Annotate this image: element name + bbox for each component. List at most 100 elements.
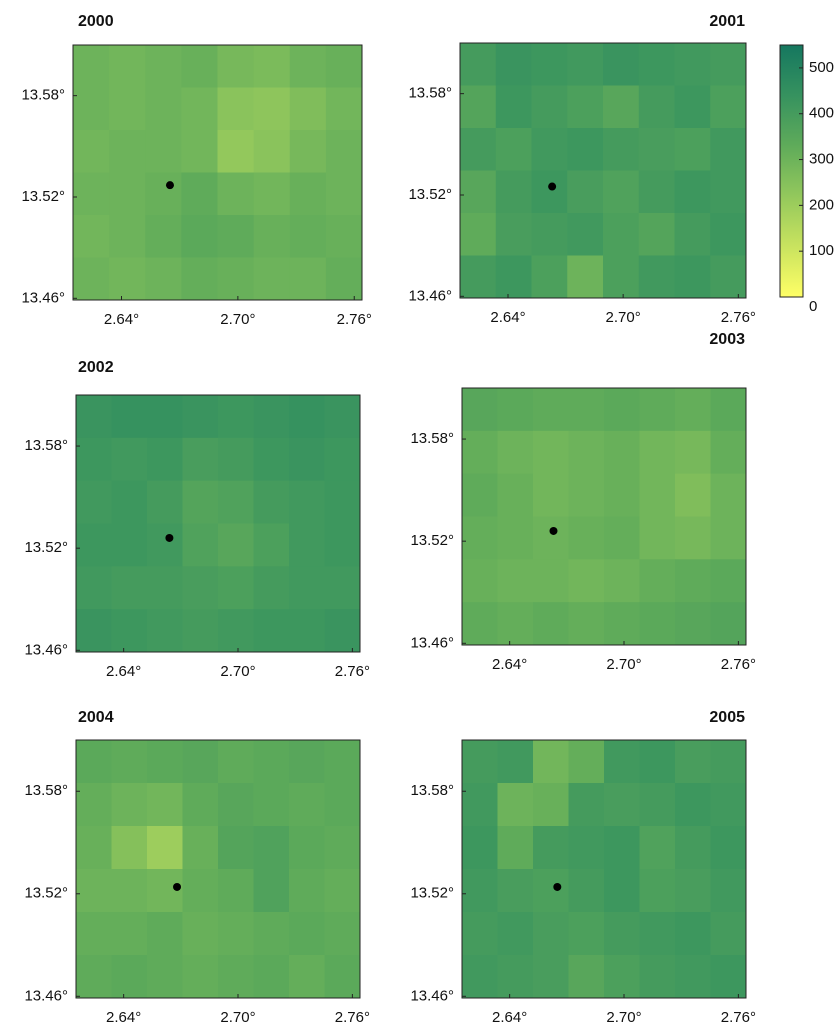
heat-cell bbox=[111, 955, 148, 999]
heat-cell bbox=[531, 213, 568, 256]
heat-cell bbox=[639, 559, 676, 603]
heat-cell bbox=[674, 213, 711, 256]
heat-cell bbox=[217, 172, 255, 216]
heat-cell bbox=[460, 170, 497, 214]
panel-title: 2002 bbox=[78, 359, 114, 376]
heat-cell bbox=[638, 213, 675, 256]
heat-cell bbox=[533, 783, 569, 827]
heat-cell bbox=[218, 566, 254, 610]
heat-cell bbox=[325, 172, 363, 216]
y-tick-label: 13.58° bbox=[408, 85, 452, 102]
heat-cell bbox=[217, 87, 255, 131]
heat-cell bbox=[639, 516, 676, 560]
colorbar-tick-label: 200 bbox=[809, 196, 834, 213]
y-tick-label: 13.52° bbox=[408, 186, 452, 203]
heat-cell bbox=[182, 783, 219, 827]
x-tick-label: 2.70° bbox=[606, 656, 641, 673]
heat-cell bbox=[324, 955, 361, 999]
heat-cell bbox=[568, 826, 605, 870]
heat-cell bbox=[604, 912, 640, 956]
heat-cell bbox=[568, 430, 605, 475]
heat-cell bbox=[533, 559, 569, 603]
heat-cell bbox=[253, 437, 290, 482]
heat-cell bbox=[109, 257, 146, 301]
heat-cell bbox=[460, 43, 497, 86]
heat-cell bbox=[182, 480, 219, 524]
heat-cell bbox=[460, 213, 497, 256]
heat-cell bbox=[147, 955, 183, 999]
heat-cell bbox=[710, 388, 747, 432]
map-panel: 2000 2.64° 2.70° 2.76° 13.46° 13.52° 13.58° bbox=[21, 13, 371, 328]
heat-cell bbox=[675, 516, 711, 560]
heat-cell bbox=[533, 516, 569, 560]
x-tick-label: 2.64° bbox=[106, 1009, 141, 1025]
y-tick-label: 13.46° bbox=[24, 641, 68, 658]
heat-cell bbox=[289, 912, 325, 956]
heat-cell bbox=[603, 170, 640, 214]
heat-cell bbox=[710, 43, 747, 86]
heat-cell bbox=[147, 783, 183, 827]
colorbar-tick-label: 300 bbox=[809, 151, 834, 168]
heat-cell bbox=[675, 559, 711, 603]
heat-cell bbox=[497, 826, 534, 870]
map-panel: 2005 2.64° 2.70° 2.76° 13.46° 13.52° 13.58° bbox=[410, 709, 756, 1025]
panel-title: 2003 bbox=[709, 331, 745, 348]
heat-cell bbox=[289, 523, 325, 567]
heat-cell bbox=[218, 740, 254, 784]
heat-cell bbox=[710, 128, 747, 171]
heat-cell bbox=[181, 257, 218, 301]
heat-cell bbox=[181, 130, 218, 173]
heat-cell bbox=[604, 430, 640, 475]
heat-cell bbox=[674, 43, 711, 86]
heat-cell bbox=[324, 523, 361, 567]
heat-cell bbox=[710, 869, 747, 913]
heat-cell bbox=[533, 826, 569, 870]
heat-cell bbox=[111, 480, 148, 524]
heat-cell bbox=[253, 912, 290, 956]
heat-cell bbox=[567, 43, 604, 86]
heat-cell bbox=[568, 783, 605, 827]
heat-cell bbox=[253, 523, 290, 567]
heat-cell bbox=[710, 740, 747, 784]
heat-cell bbox=[218, 609, 254, 653]
heat-cell bbox=[533, 602, 569, 646]
x-tick-label: 2.64° bbox=[106, 663, 141, 680]
heat-cell bbox=[567, 128, 604, 171]
x-tick-label: 2.70° bbox=[606, 309, 641, 326]
y-tick-label: 13.58° bbox=[410, 782, 454, 799]
heat-cell bbox=[182, 395, 219, 439]
heat-cell bbox=[324, 740, 361, 784]
heat-cell bbox=[289, 566, 325, 610]
heat-cell bbox=[568, 473, 605, 517]
heat-cell bbox=[182, 609, 219, 653]
heat-cell bbox=[495, 213, 532, 256]
y-tick-label: 13.58° bbox=[21, 87, 65, 104]
heat-cell bbox=[531, 170, 568, 214]
heat-cell bbox=[604, 740, 640, 784]
map-panel: 2003 2.64° 2.70° 2.76° 13.46° 13.52° 13.58° bbox=[410, 331, 756, 673]
heat-cell bbox=[145, 87, 182, 131]
heat-cell bbox=[325, 257, 363, 301]
heat-cell bbox=[76, 740, 112, 784]
heat-cell bbox=[253, 87, 291, 131]
heat-cell bbox=[604, 955, 640, 999]
heat-cell bbox=[109, 172, 146, 216]
heat-cell bbox=[253, 45, 291, 88]
heat-cell bbox=[674, 128, 711, 171]
heat-cell bbox=[462, 473, 498, 517]
panel-title: 2001 bbox=[709, 13, 745, 30]
panel-title: 2005 bbox=[709, 709, 745, 726]
heat-cell bbox=[531, 43, 568, 86]
heat-cell bbox=[460, 128, 497, 171]
heat-cell bbox=[181, 215, 218, 258]
plot-frame bbox=[72, 44, 363, 301]
map-panel: 2001 2.64° 2.70° 2.76° 13.46° 13.52° 13.58° bbox=[408, 13, 755, 326]
heat-cell bbox=[111, 437, 148, 482]
heat-cell bbox=[462, 912, 498, 956]
heat-cell bbox=[639, 388, 676, 432]
heat-cell bbox=[253, 869, 290, 913]
heat-cell bbox=[145, 130, 182, 173]
y-tick-label: 13.52° bbox=[410, 885, 454, 902]
heat-cell bbox=[497, 740, 534, 784]
